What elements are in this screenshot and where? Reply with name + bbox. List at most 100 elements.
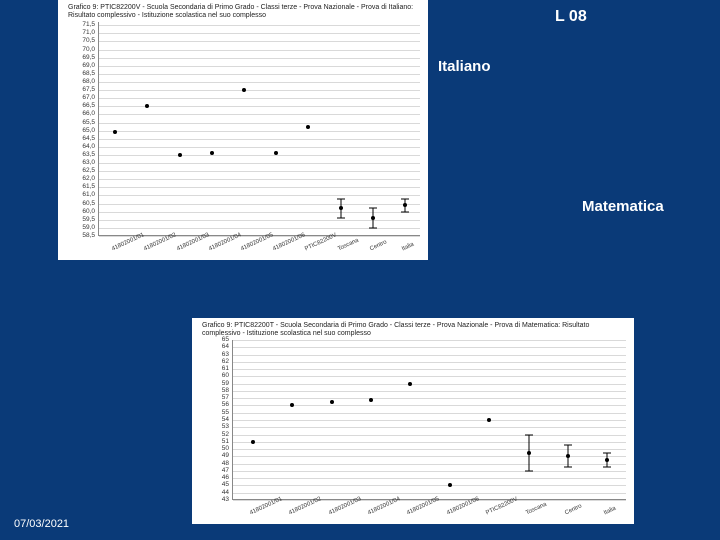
gridline [233, 427, 626, 428]
data-point [178, 153, 182, 157]
label-matematica: Matematica [582, 198, 664, 215]
gridline [233, 471, 626, 472]
y-tick: 71,0 [67, 29, 95, 36]
y-tick: 55 [201, 409, 229, 416]
gridline [233, 485, 626, 486]
y-tick: 54 [201, 416, 229, 423]
y-tick: 45 [201, 481, 229, 488]
y-tick: 67,0 [67, 94, 95, 101]
error-cap [564, 445, 572, 446]
gridline [233, 442, 626, 443]
y-tick: 60,5 [67, 200, 95, 207]
y-tick: 59 [201, 380, 229, 387]
gridline [99, 114, 420, 115]
data-point [448, 483, 452, 487]
y-tick: 43 [201, 496, 229, 503]
y-tick: 61,5 [67, 183, 95, 190]
gridline [99, 163, 420, 164]
data-point [403, 203, 407, 207]
y-tick: 66,0 [67, 110, 95, 117]
data-point [290, 403, 294, 407]
y-tick: 64 [201, 343, 229, 350]
x-tick: Toscana [337, 238, 360, 253]
y-tick: 51 [201, 438, 229, 445]
y-tick: 64,0 [67, 143, 95, 150]
y-tick: 49 [201, 452, 229, 459]
error-cap [401, 198, 409, 199]
y-tick: 68,0 [67, 78, 95, 85]
error-cap [603, 452, 611, 453]
gridline [99, 74, 420, 75]
gridline [99, 58, 420, 59]
y-tick: 63,5 [67, 151, 95, 158]
data-point [113, 130, 117, 134]
data-point [339, 206, 343, 210]
gridline [99, 131, 420, 132]
y-tick: 58 [201, 387, 229, 394]
chart-matematica: Grafico 9: PTIC82200T - Scuola Secondari… [192, 318, 634, 524]
gridline [99, 41, 420, 42]
gridline [233, 478, 626, 479]
data-point [330, 400, 334, 404]
gridline [233, 340, 626, 341]
gridline [99, 90, 420, 91]
y-tick: 48 [201, 460, 229, 467]
gridline [99, 50, 420, 51]
y-tick: 60 [201, 372, 229, 379]
gridline [233, 413, 626, 414]
error-cap [564, 467, 572, 468]
gridline [99, 195, 420, 196]
x-tick: Centro [564, 503, 583, 516]
data-point [210, 151, 214, 155]
gridline [233, 391, 626, 392]
gridline [99, 82, 420, 83]
error-cap [369, 227, 377, 228]
x-tick: Centro [369, 239, 388, 252]
y-tick: 56 [201, 401, 229, 408]
data-point [527, 451, 531, 455]
chart-italiano-plot: 58,559,059,560,060,561,061,562,062,563,0… [98, 22, 420, 236]
data-point [487, 418, 491, 422]
chart-italiano: Grafico 9: PTIC82200V - Scuola Secondari… [58, 0, 428, 260]
y-tick: 65,5 [67, 119, 95, 126]
gridline [233, 398, 626, 399]
y-tick: 62,5 [67, 167, 95, 174]
gridline [233, 355, 626, 356]
y-tick: 59,5 [67, 216, 95, 223]
gridline [233, 369, 626, 370]
label-italiano: Italiano [438, 58, 491, 75]
data-point [369, 398, 373, 402]
gridline [233, 347, 626, 348]
footer-date: 07/03/2021 [14, 518, 69, 530]
data-point [274, 151, 278, 155]
error-cap [525, 470, 533, 471]
y-tick: 62 [201, 358, 229, 365]
chart-matematica-plot: 4344454647484950515253545556575859606162… [232, 340, 626, 500]
gridline [99, 25, 420, 26]
y-tick: 46 [201, 474, 229, 481]
x-tick: Italia [401, 242, 415, 253]
error-cap [369, 208, 377, 209]
header-l08: L 08 [555, 8, 587, 26]
gridline [233, 493, 626, 494]
chart-italiano-title: Grafico 9: PTIC82200V - Scuola Secondari… [68, 4, 418, 21]
gridline [99, 204, 420, 205]
error-cap [337, 218, 345, 219]
x-tick: Italia [603, 506, 617, 517]
y-tick: 63 [201, 351, 229, 358]
gridline [233, 435, 626, 436]
chart-matematica-title: Grafico 9: PTIC82200T - Scuola Secondari… [202, 322, 624, 339]
y-tick: 66,5 [67, 102, 95, 109]
gridline [233, 376, 626, 377]
gridline [233, 420, 626, 421]
gridline [99, 155, 420, 156]
y-tick: 52 [201, 431, 229, 438]
y-tick: 65,0 [67, 127, 95, 134]
gridline [99, 171, 420, 172]
gridline [99, 147, 420, 148]
y-tick: 69,0 [67, 62, 95, 69]
y-tick: 44 [201, 489, 229, 496]
error-cap [337, 198, 345, 199]
y-tick: 59,0 [67, 224, 95, 231]
gridline [99, 123, 420, 124]
